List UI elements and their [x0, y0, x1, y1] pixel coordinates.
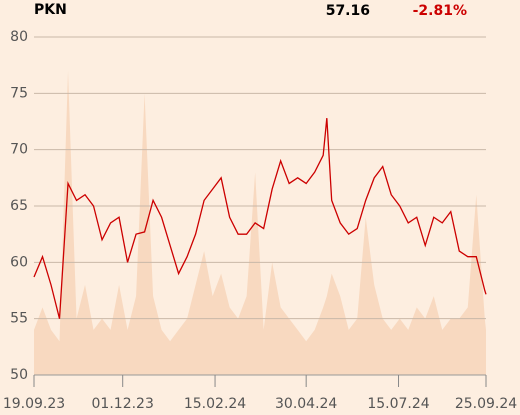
- y-tick-label: 55: [10, 311, 28, 327]
- change: -2.81%: [413, 3, 467, 19]
- price-line: [33, 118, 487, 319]
- last-price: 57.16: [326, 3, 370, 19]
- x-tick-label: 15.02.24: [184, 396, 246, 412]
- x-tick-label: 25.09.24: [455, 396, 517, 412]
- volume-area: [34, 70, 486, 376]
- x-tick-label: 01.12.23: [92, 396, 154, 412]
- x-tick-label: 30.04.24: [275, 396, 337, 412]
- y-tick-label: 70: [10, 142, 28, 158]
- x-tick-label: 19.09.23: [3, 396, 65, 412]
- y-tick-label: 50: [10, 367, 28, 383]
- y-tick-label: 75: [10, 85, 28, 101]
- y-tick-label: 60: [10, 254, 28, 270]
- y-tick-label: 65: [10, 198, 28, 214]
- x-tick-label: 15.07.24: [367, 396, 429, 412]
- ticker: PKN: [34, 2, 67, 18]
- y-tick-label: 80: [10, 29, 28, 45]
